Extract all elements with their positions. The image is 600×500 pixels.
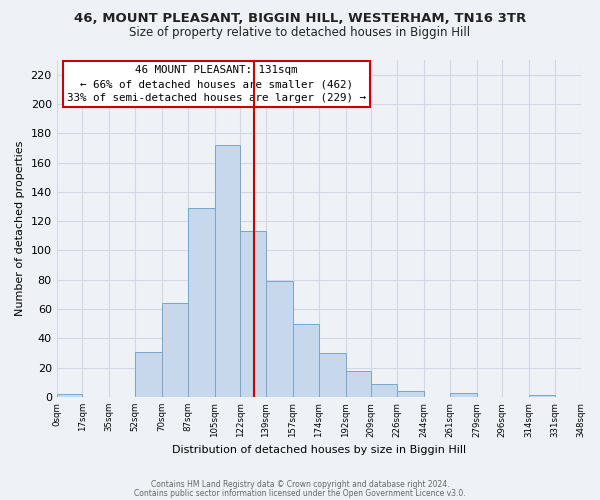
Bar xyxy=(529,396,555,397)
Bar xyxy=(397,391,424,397)
Text: 46 MOUNT PLEASANT: 131sqm
← 66% of detached houses are smaller (462)
33% of semi: 46 MOUNT PLEASANT: 131sqm ← 66% of detac… xyxy=(67,65,366,103)
Text: 46, MOUNT PLEASANT, BIGGIN HILL, WESTERHAM, TN16 3TR: 46, MOUNT PLEASANT, BIGGIN HILL, WESTERH… xyxy=(74,12,526,26)
Text: Size of property relative to detached houses in Biggin Hill: Size of property relative to detached ho… xyxy=(130,26,470,39)
Y-axis label: Number of detached properties: Number of detached properties xyxy=(15,141,25,316)
Bar xyxy=(241,232,266,397)
Bar xyxy=(293,324,319,397)
Bar xyxy=(215,145,241,397)
Bar xyxy=(135,352,162,397)
Text: Contains public sector information licensed under the Open Government Licence v3: Contains public sector information licen… xyxy=(134,488,466,498)
Bar xyxy=(346,370,371,397)
Bar xyxy=(371,384,397,397)
Bar xyxy=(188,208,215,397)
X-axis label: Distribution of detached houses by size in Biggin Hill: Distribution of detached houses by size … xyxy=(172,445,466,455)
Bar xyxy=(266,281,293,397)
Bar xyxy=(162,303,188,397)
Text: Contains HM Land Registry data © Crown copyright and database right 2024.: Contains HM Land Registry data © Crown c… xyxy=(151,480,449,489)
Bar xyxy=(319,353,346,397)
Bar xyxy=(449,392,476,397)
Bar xyxy=(56,394,82,397)
